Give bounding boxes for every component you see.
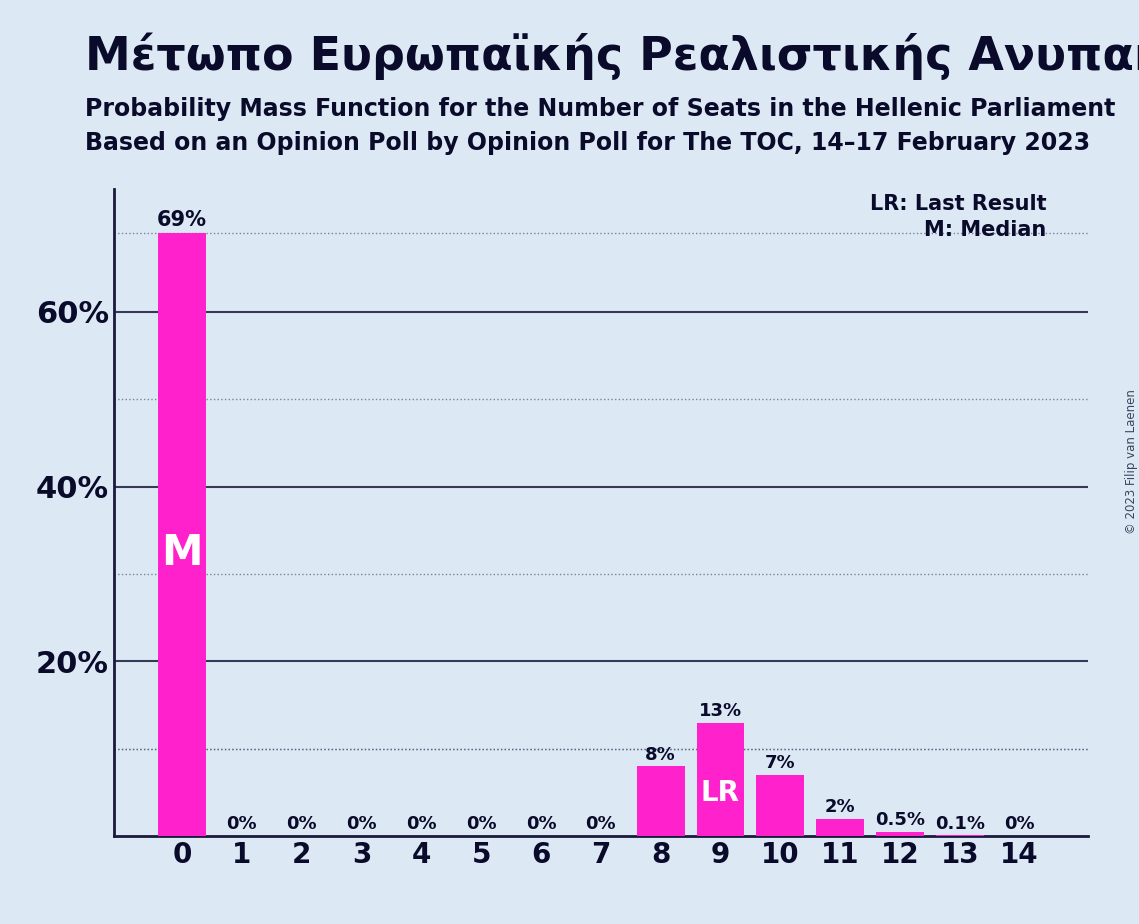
Text: 0%: 0% [227,815,257,833]
Text: 13%: 13% [699,702,741,720]
Text: 2%: 2% [825,798,855,816]
Text: LR: Last Result: LR: Last Result [870,194,1047,213]
Bar [876,832,924,836]
Text: LR: LR [700,779,740,807]
Text: 0%: 0% [585,815,616,833]
Text: 0%: 0% [346,815,377,833]
Bar [756,775,804,836]
Bar [158,233,206,836]
Text: 0%: 0% [466,815,497,833]
Text: 8%: 8% [646,746,677,763]
Bar [817,819,865,836]
Text: 0%: 0% [286,815,317,833]
Text: Based on an Opinion Poll by Opinion Poll for The TOC, 14–17 February 2023: Based on an Opinion Poll by Opinion Poll… [85,131,1090,155]
Text: 0%: 0% [526,815,556,833]
Text: M: M [162,532,203,574]
Text: Probability Mass Function for the Number of Seats in the Hellenic Parliament: Probability Mass Function for the Number… [85,97,1116,121]
Text: 69%: 69% [157,210,207,230]
Text: M: Median: M: Median [924,220,1047,240]
Bar [697,723,745,836]
Text: Μέτωπο Ευρωπαϊκής Ρεαλιστικής Ανυπακοής: Μέτωπο Ευρωπαϊκής Ρεαλιστικής Ανυπακοής [85,32,1139,79]
Bar [637,766,685,836]
Text: 7%: 7% [765,754,795,772]
Text: 0.1%: 0.1% [935,815,985,833]
Text: 0.5%: 0.5% [875,811,925,829]
Text: 0%: 0% [407,815,436,833]
Text: 0%: 0% [1005,815,1035,833]
Text: © 2023 Filip van Laenen: © 2023 Filip van Laenen [1124,390,1138,534]
